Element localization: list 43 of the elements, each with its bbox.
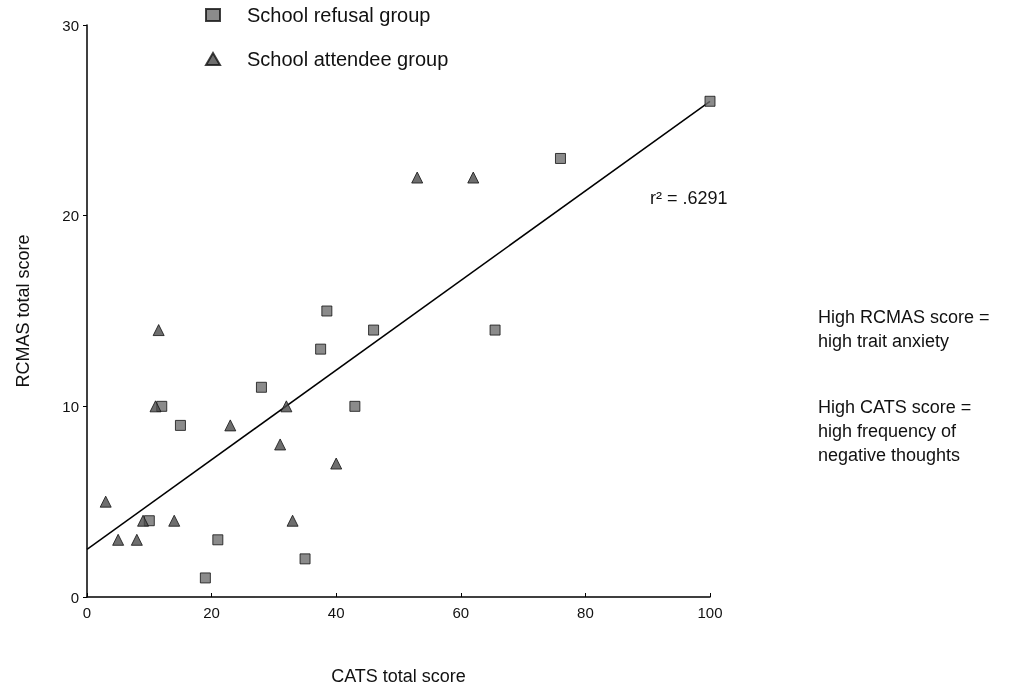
point xyxy=(137,514,150,527)
legend-label: School refusal group xyxy=(247,4,431,26)
point xyxy=(554,152,566,164)
text: High RCMAS score = high trait anxiety xyxy=(818,307,995,351)
point xyxy=(199,572,211,584)
point xyxy=(274,438,287,451)
point xyxy=(149,400,162,413)
point xyxy=(112,533,125,546)
point xyxy=(467,171,480,184)
point xyxy=(489,324,501,336)
point xyxy=(168,514,181,527)
point xyxy=(368,324,380,336)
x-tick-label: 60 xyxy=(452,604,470,621)
y-axis-title: RCMAS total score xyxy=(13,234,33,388)
point xyxy=(224,419,237,432)
x-tick-label: 100 xyxy=(697,604,723,621)
y-tick-label: 10 xyxy=(62,397,79,415)
point xyxy=(315,343,327,355)
annotation: r² = .6291 xyxy=(650,188,728,208)
point xyxy=(704,95,716,107)
x-tick-label: 20 xyxy=(203,604,220,621)
point xyxy=(349,400,361,412)
point xyxy=(255,381,267,393)
y-tick-label: 0 xyxy=(70,588,79,606)
x-tick-label: 80 xyxy=(577,604,594,621)
legend-label: School attendee group xyxy=(247,48,449,70)
point xyxy=(299,553,311,565)
y-tick-label: 20 xyxy=(62,207,79,225)
point xyxy=(174,419,186,431)
point xyxy=(152,324,165,337)
point xyxy=(280,400,293,413)
point xyxy=(330,457,343,470)
y-tick-label: 30 xyxy=(62,16,79,34)
point xyxy=(99,495,112,508)
x-tick-label: 40 xyxy=(327,604,345,621)
point xyxy=(286,514,299,527)
x-axis-title: CATS total score xyxy=(331,666,466,686)
text: High CATS score = high frequency of negative thoughts xyxy=(818,397,977,465)
point xyxy=(411,171,424,184)
point xyxy=(130,533,143,546)
x-tick-label: 0 xyxy=(82,604,92,621)
point xyxy=(321,305,333,317)
point xyxy=(212,534,224,546)
